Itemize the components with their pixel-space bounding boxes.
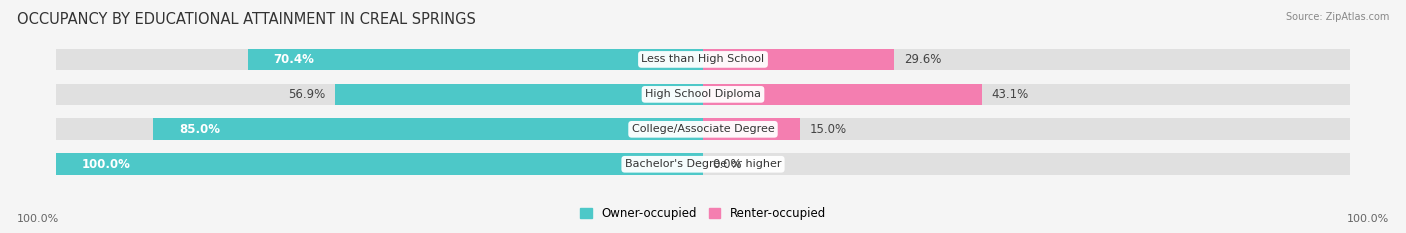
Bar <box>703 118 800 140</box>
Text: OCCUPANCY BY EDUCATIONAL ATTAINMENT IN CREAL SPRINGS: OCCUPANCY BY EDUCATIONAL ATTAINMENT IN C… <box>17 12 475 27</box>
Text: 85.0%: 85.0% <box>179 123 221 136</box>
Text: 15.0%: 15.0% <box>810 123 846 136</box>
Bar <box>56 154 703 175</box>
Text: 29.6%: 29.6% <box>904 53 942 66</box>
Text: 43.1%: 43.1% <box>991 88 1029 101</box>
Text: 0.0%: 0.0% <box>713 158 742 171</box>
Text: 56.9%: 56.9% <box>288 88 325 101</box>
Bar <box>153 118 703 140</box>
Bar <box>703 84 981 105</box>
Bar <box>247 49 703 70</box>
Text: 100.0%: 100.0% <box>82 158 131 171</box>
Bar <box>335 84 703 105</box>
Bar <box>56 49 1350 70</box>
Text: College/Associate Degree: College/Associate Degree <box>631 124 775 134</box>
Bar <box>56 84 1350 105</box>
Text: 70.4%: 70.4% <box>274 53 315 66</box>
Bar <box>703 49 894 70</box>
Text: High School Diploma: High School Diploma <box>645 89 761 99</box>
Text: Bachelor's Degree or higher: Bachelor's Degree or higher <box>624 159 782 169</box>
Text: 100.0%: 100.0% <box>17 214 59 224</box>
Text: Less than High School: Less than High School <box>641 55 765 64</box>
Bar <box>56 118 1350 140</box>
Text: 100.0%: 100.0% <box>1347 214 1389 224</box>
Text: Source: ZipAtlas.com: Source: ZipAtlas.com <box>1285 12 1389 22</box>
Bar <box>56 154 1350 175</box>
Legend: Owner-occupied, Renter-occupied: Owner-occupied, Renter-occupied <box>575 202 831 225</box>
